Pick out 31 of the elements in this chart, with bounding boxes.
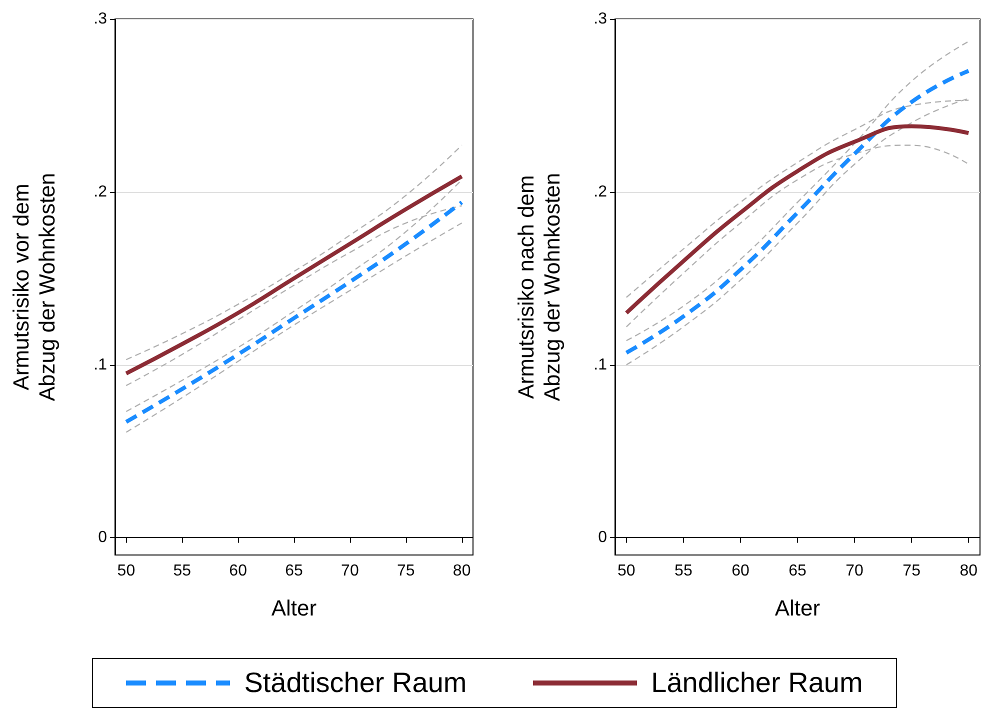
x-tick-label: 65 <box>788 562 806 580</box>
x-tick-label: 50 <box>618 562 636 580</box>
x-tick-label: 65 <box>285 562 303 580</box>
x-axis-title: Alter <box>774 596 820 620</box>
x-tick-label: 75 <box>396 562 415 580</box>
line-series <box>124 174 464 376</box>
x-tick-label: 80 <box>452 562 471 580</box>
y-tick-label: .1 <box>94 356 108 374</box>
line-series <box>126 144 462 360</box>
x-tick-label: 75 <box>902 562 921 580</box>
legend-label: Städtischer Raum <box>244 667 467 699</box>
x-tick-label: 70 <box>846 562 864 580</box>
x-tick-label: 80 <box>960 562 978 580</box>
x-tick-label: 55 <box>173 562 192 580</box>
x-tick-label: 50 <box>117 562 136 580</box>
x-tick-label: 60 <box>229 562 248 580</box>
y-tick-label: .2 <box>594 183 608 200</box>
legend-label: Ländlicher Raum <box>651 667 863 699</box>
y-tick-label: .1 <box>594 356 608 374</box>
y-tick-label: 0 <box>98 529 108 546</box>
y-tick-label: .3 <box>94 10 108 28</box>
y-tick-label: .2 <box>94 183 108 200</box>
x-tick-label: 70 <box>341 562 359 580</box>
x-tick-label: 60 <box>732 562 750 580</box>
line-series <box>624 124 971 315</box>
x-tick-label: 55 <box>674 562 692 580</box>
y-axis-title: Armutsrisiko nach dem Abzug der Wohnkosten <box>514 172 564 402</box>
y-axis-title: Armutsrisiko vor dem Abzug der Wohnkosten <box>8 172 60 402</box>
y-tick-label: 0 <box>598 529 608 546</box>
y-tick-label: .3 <box>594 10 608 28</box>
x-axis-title: Alter <box>271 596 317 620</box>
